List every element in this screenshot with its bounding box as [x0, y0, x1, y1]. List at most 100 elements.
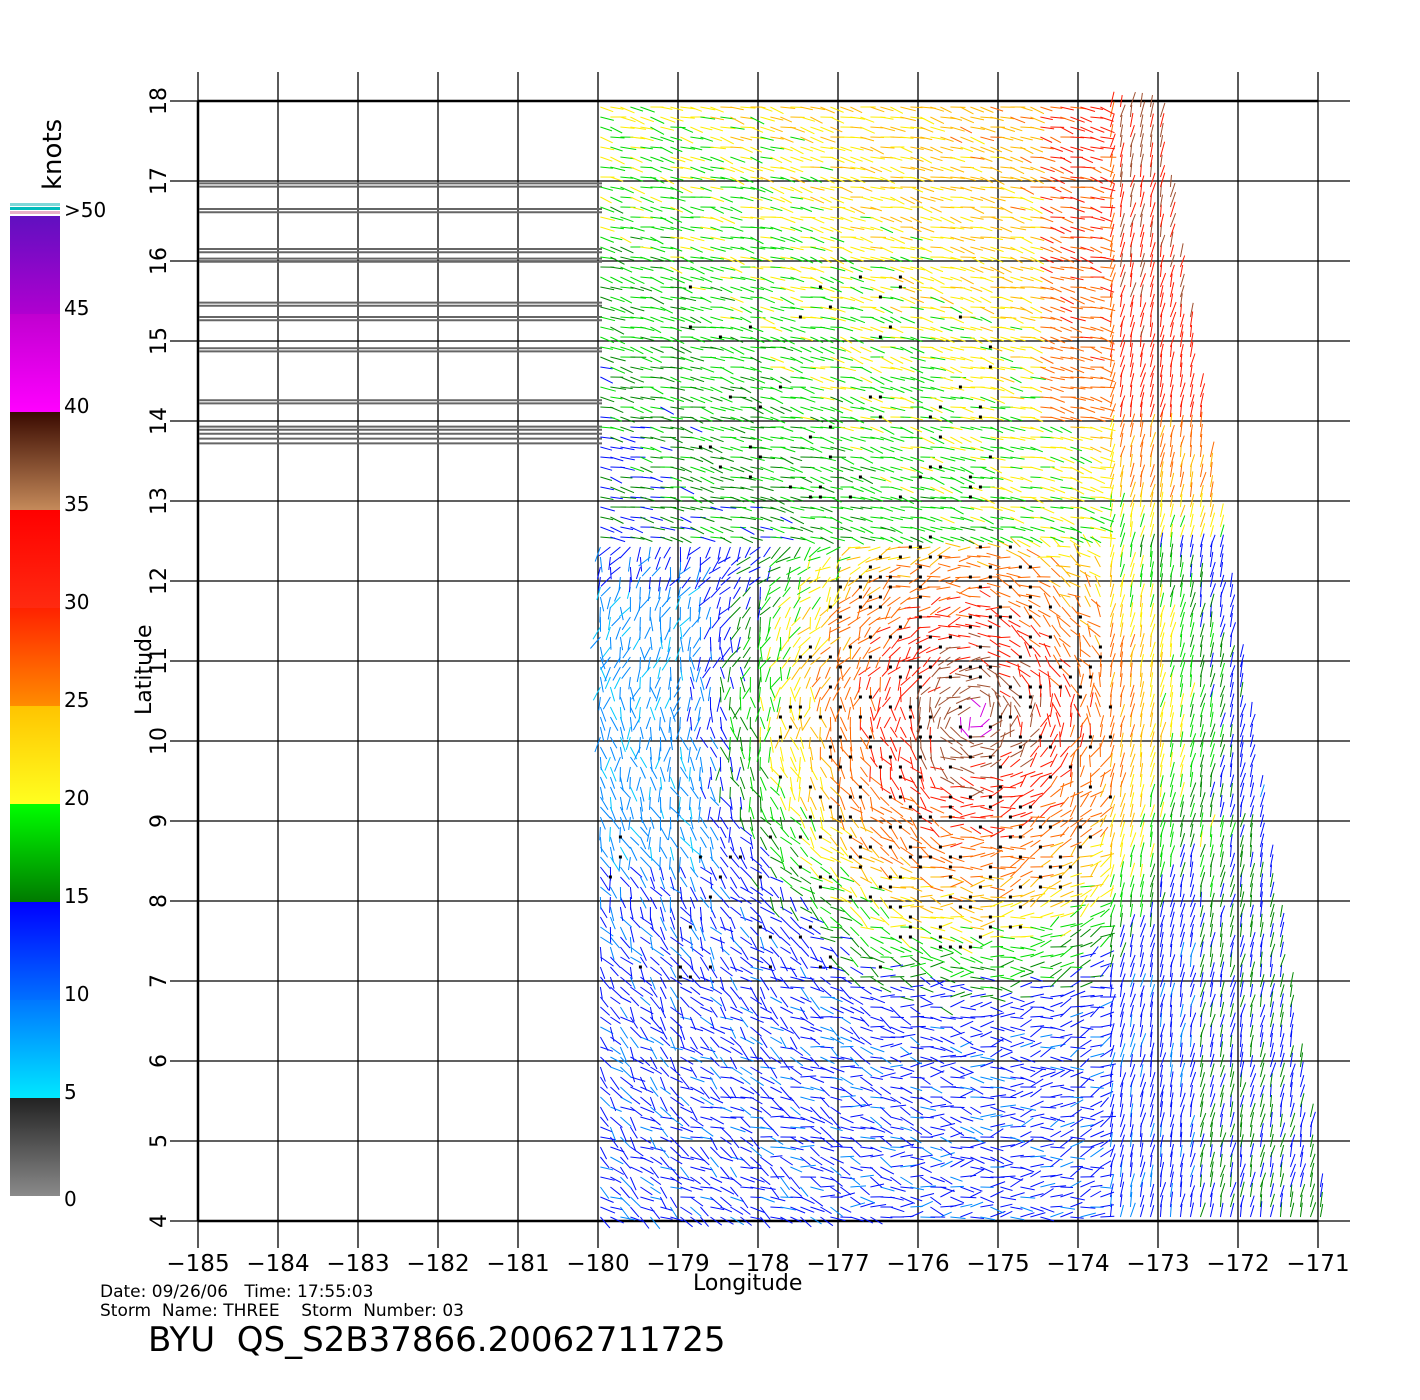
wind-vector: [830, 1206, 843, 1217]
wind-vector: [660, 886, 671, 897]
wind-vector: [720, 946, 730, 956]
wind-vector: [740, 936, 753, 946]
wind-vector: [930, 786, 943, 790]
wind-vector: [610, 566, 621, 576]
wind-vector: [937, 716, 941, 730]
wind-vector: [1189, 771, 1194, 788]
wind-vector: [670, 1176, 683, 1185]
wind-vector: [1109, 813, 1116, 828]
wind-vector: [810, 926, 821, 935]
wind-vector: [1000, 976, 1015, 981]
wind-vector: [599, 706, 607, 722]
wind-vector: [1129, 1143, 1134, 1158]
wind-vector: [740, 866, 752, 879]
wind-vector: [699, 556, 711, 566]
wind-vector: [910, 786, 921, 795]
wind-vector: [910, 1046, 924, 1050]
wind-vector: [980, 762, 992, 768]
wind-vector: [1129, 792, 1135, 808]
wind-vector: [910, 876, 923, 881]
wind-vector: [680, 1066, 693, 1072]
wind-vector: [1269, 991, 1274, 1008]
wind-vector: [693, 716, 701, 732]
wind-vector: [980, 1031, 993, 1038]
wind-vector: [638, 736, 641, 753]
wind-vector: [900, 1046, 911, 1056]
wind-vector: [1289, 1171, 1296, 1188]
wind-vector: [910, 886, 923, 892]
wind-vector: [709, 956, 715, 972]
wind-vector: [1189, 674, 1192, 688]
wind-vector: [900, 1004, 915, 1008]
wind-vector: [724, 686, 731, 701]
wind-vector: [620, 986, 630, 996]
wind-vector: [1289, 1134, 1296, 1148]
wind-vector: [689, 906, 692, 923]
wind-vector: [728, 596, 731, 611]
wind-vector: [870, 1216, 883, 1225]
wind-vector: [1179, 1083, 1183, 1098]
wind-vector: [824, 666, 831, 679]
wind-vector: [720, 1196, 732, 1207]
wind-vector: [839, 736, 844, 752]
wind-vector: [719, 826, 727, 839]
wind-vector: [720, 1126, 732, 1138]
wind-vector: [960, 1156, 973, 1160]
wind-vector: [1051, 624, 1061, 638]
wind-vector: [730, 1136, 740, 1149]
wind-vector: [909, 706, 915, 719]
wind-vector: [1080, 959, 1091, 968]
wind-vector: [980, 976, 995, 981]
wind-vector: [619, 1126, 627, 1141]
wind-vector: [619, 1026, 629, 1039]
wind-vector: [851, 646, 861, 660]
wind-vector: [940, 1016, 956, 1020]
wind-vector: [1279, 1173, 1285, 1188]
wind-vector: [630, 1206, 640, 1218]
wind-vector: [767, 716, 771, 732]
wind-vector: [600, 1016, 612, 1026]
wind-vector: [1129, 803, 1134, 818]
wind-vector: [970, 1216, 985, 1219]
wind-vector: [1199, 764, 1203, 778]
wind-vector: [959, 666, 971, 673]
wind-vector: [621, 656, 631, 669]
wind-vector: [720, 1156, 734, 1162]
wind-vector: [1052, 703, 1061, 718]
wind-vector: [880, 1176, 892, 1182]
wind-vector: [690, 1196, 704, 1207]
wind-vector: [1100, 965, 1110, 978]
wind-vector: [760, 816, 772, 826]
wind-vector: [990, 1146, 1004, 1152]
wind-vector: [1100, 796, 1109, 808]
wind-vector: [1119, 704, 1125, 718]
wind-vector: [980, 834, 995, 838]
wind-vector: [920, 1026, 935, 1031]
wind-vector: [1199, 754, 1205, 768]
wind-vector: [870, 906, 880, 916]
wind-vector: [1100, 1191, 1115, 1198]
wind-vector: [880, 974, 896, 978]
wind-vector: [1020, 953, 1035, 958]
wind-vector: [638, 706, 641, 723]
wind-vector: [930, 1126, 946, 1131]
wind-vector: [930, 886, 944, 892]
wind-vector: [1199, 1143, 1206, 1158]
wind-vector: [1139, 1194, 1145, 1208]
wind-vector: [860, 1174, 874, 1178]
wind-vector: [1030, 1170, 1042, 1178]
wind-vector: [1100, 1186, 1114, 1189]
wind-vector: [1179, 661, 1186, 678]
wind-vector: [1029, 713, 1033, 728]
wind-vector: [1159, 753, 1165, 768]
wind-vector: [1000, 1113, 1016, 1118]
wind-vector: [599, 1066, 606, 1082]
wind-vector: [1269, 932, 1275, 948]
wind-vector: [629, 1116, 637, 1131]
wind-vector: [990, 946, 1004, 948]
wind-vector: [802, 606, 811, 620]
wind-vector: [1109, 733, 1115, 748]
wind-vector: [673, 616, 681, 630]
wind-vector: [680, 1076, 690, 1089]
wind-vector: [910, 796, 921, 809]
